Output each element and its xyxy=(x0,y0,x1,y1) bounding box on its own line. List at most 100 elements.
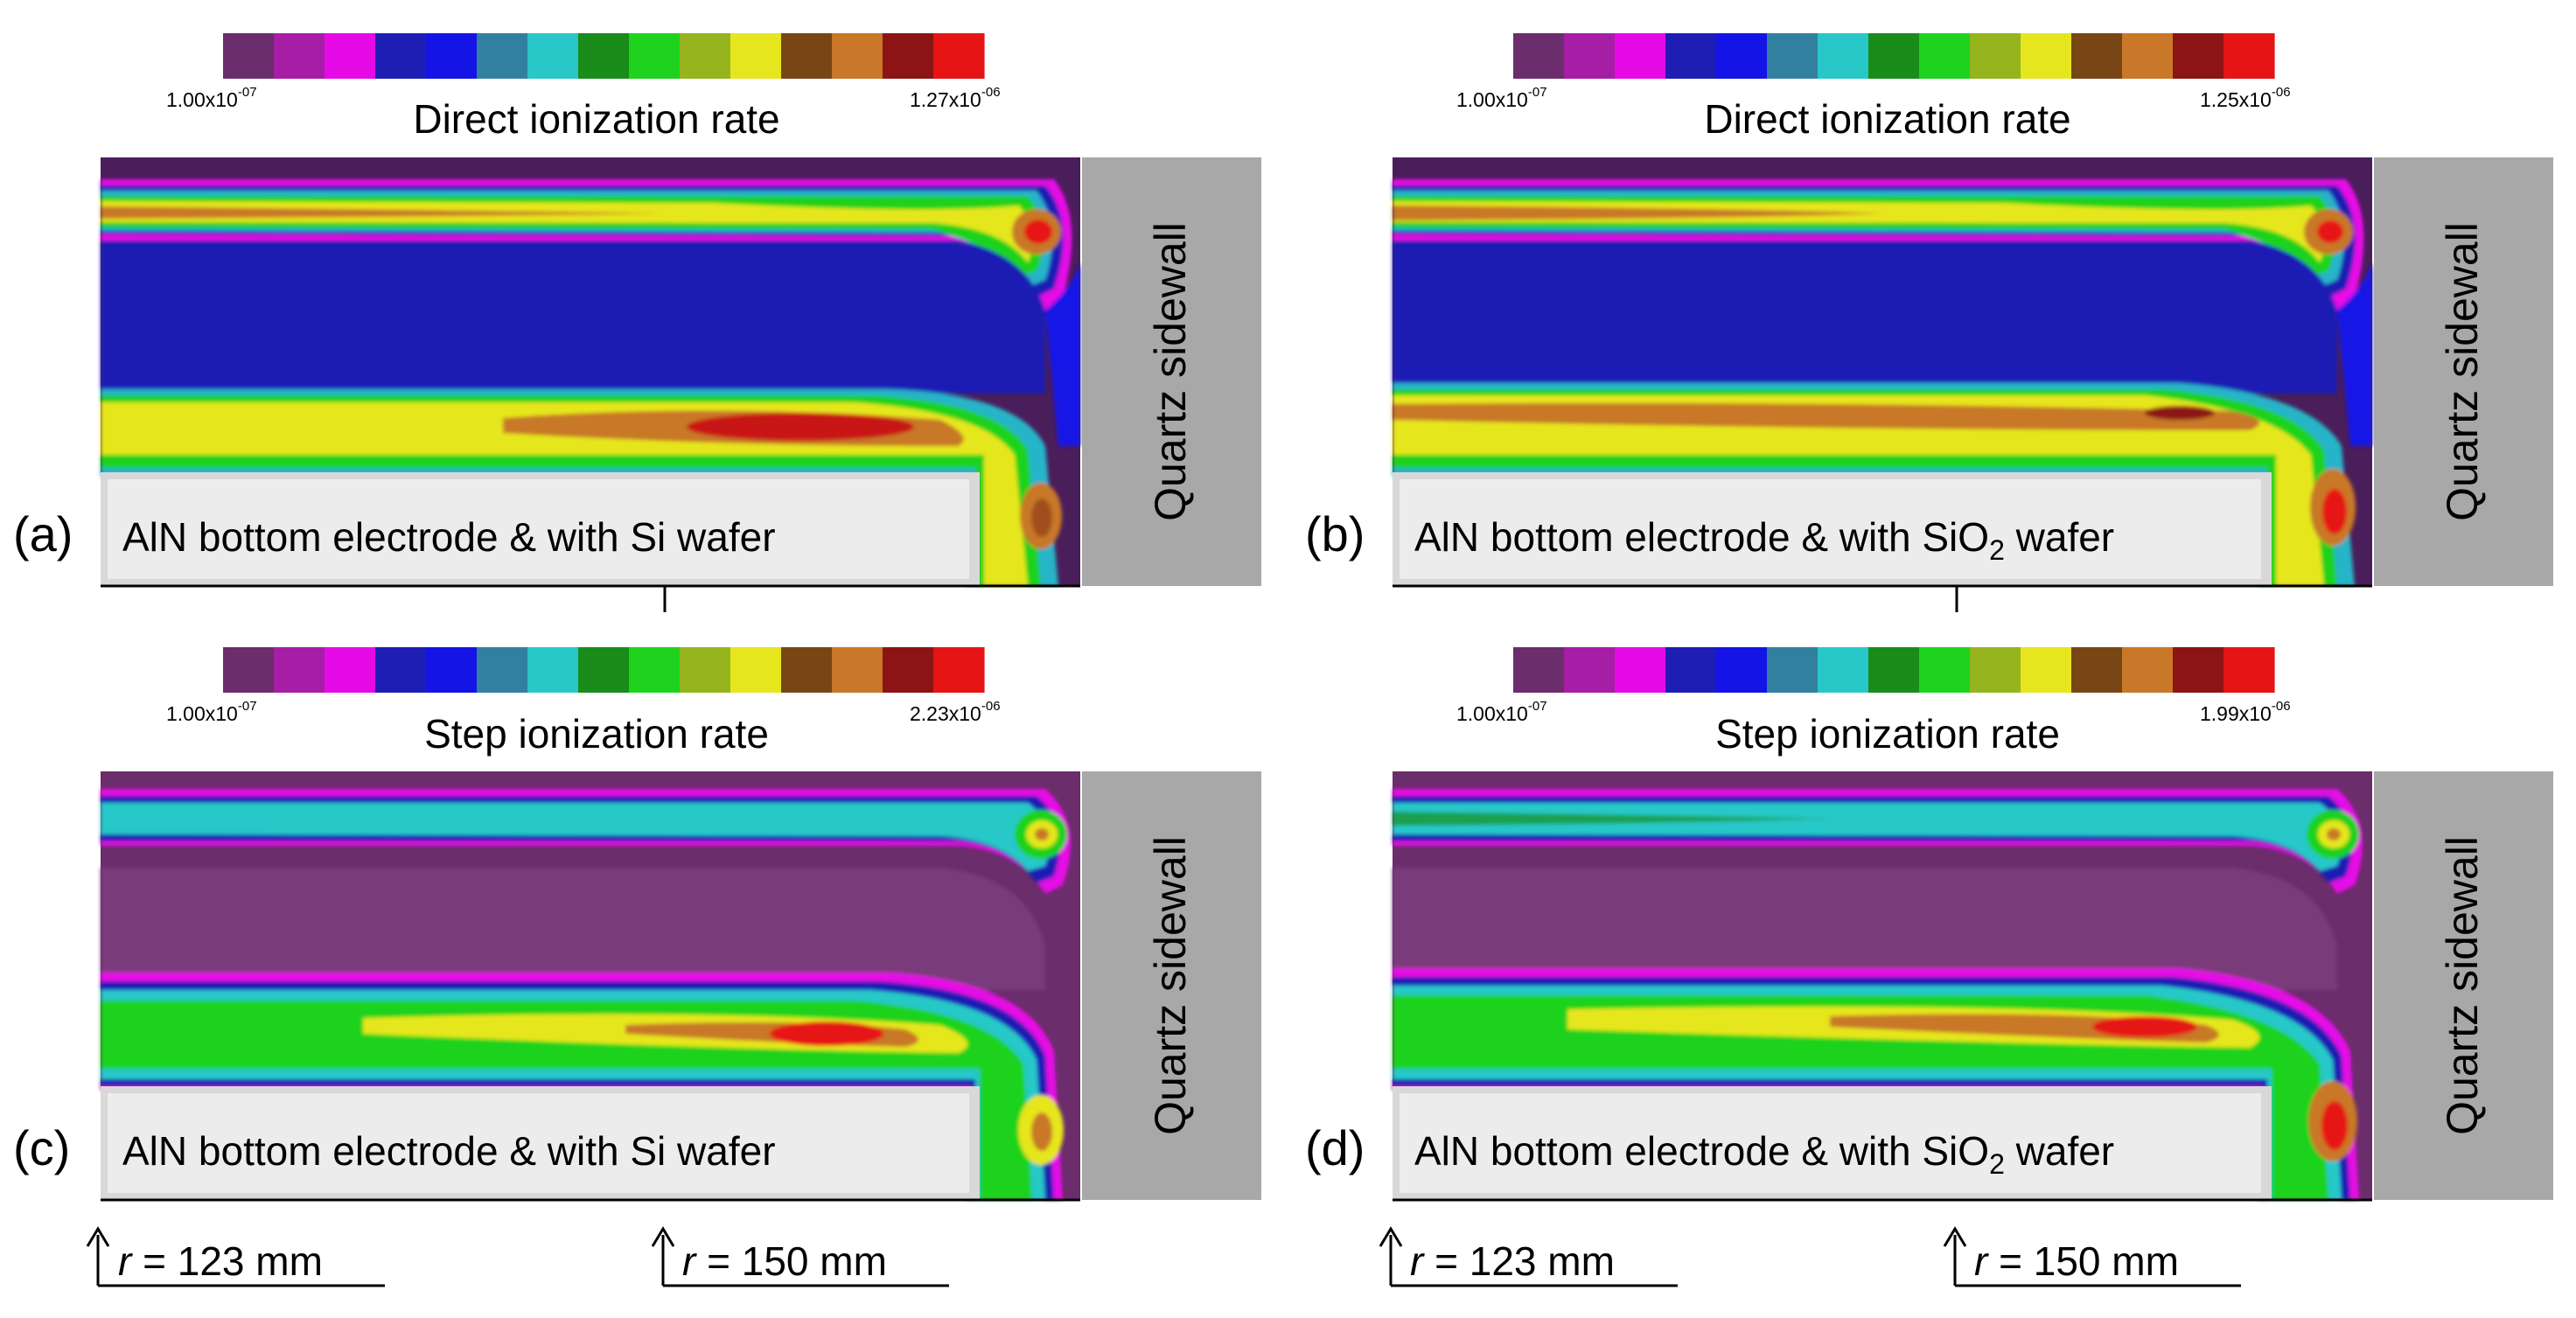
colorbar-swatch xyxy=(375,33,427,79)
colorbar-swatch xyxy=(477,647,528,693)
label-r-123-left: r = 123 mm xyxy=(118,1238,323,1284)
quartz-sidewall-label-a: Quartz sidewall xyxy=(1146,222,1195,521)
colorbar-min-label-d: 1.00x10-07 xyxy=(1456,699,1547,725)
colorbar-swatch xyxy=(730,647,782,693)
caption-a: AlN bottom electrode & with Si wafer xyxy=(122,514,776,560)
panel-c: 1.00x10-07 2.23x10-06 Step ionization ra… xyxy=(13,647,1261,1202)
colorbar-title-b: Direct ionization rate xyxy=(1704,96,2070,142)
colorbar-swatch xyxy=(2173,647,2224,693)
colorbar-swatch xyxy=(1818,33,1869,79)
panel-b: 1.00x10-07 1.25x10-06 Direct ionization … xyxy=(1305,33,2553,612)
colorbar-swatch xyxy=(1564,647,1616,693)
colorbar-swatch xyxy=(680,647,731,693)
panel-d: 1.00x10-07 1.99x10-06 Step ionization ra… xyxy=(1305,647,2553,1202)
colorbar-swatch xyxy=(1665,33,1717,79)
colorbar-title-d: Step ionization rate xyxy=(1715,711,2060,757)
colorbar-swatch xyxy=(325,647,376,693)
quartz-sidewall-label-b: Quartz sidewall xyxy=(2438,222,2487,521)
contour-plot-a xyxy=(101,157,1261,586)
colorbar-swatch xyxy=(578,647,630,693)
colorbar-swatch xyxy=(2021,647,2072,693)
colorbar-swatch xyxy=(629,647,681,693)
colorbar-swatch xyxy=(1868,33,1920,79)
caption-b: AlN bottom electrode & with SiO2 wafer xyxy=(1414,514,2114,566)
colorbar-d xyxy=(1513,647,2275,693)
colorbar-swatch xyxy=(1665,647,1717,693)
colorbar-swatch xyxy=(1818,647,1869,693)
panel-label-b: (b) xyxy=(1305,506,1365,561)
panel-a: 1.00x10-07 1.27x10-06 Direct ionization … xyxy=(13,33,1261,612)
quartz-sidewall-label-c: Quartz sidewall xyxy=(1146,836,1195,1135)
colorbar-swatch xyxy=(1615,33,1666,79)
contour-plot-b xyxy=(1393,157,2553,586)
colorbar-swatch xyxy=(223,647,275,693)
caption-d: AlN bottom electrode & with SiO2 wafer xyxy=(1414,1128,2114,1180)
colorbar-swatch xyxy=(832,33,883,79)
contour-plot-d xyxy=(1393,771,2553,1200)
colorbar-swatch xyxy=(1767,647,1819,693)
colorbar-swatch xyxy=(527,33,579,79)
colorbar-swatch xyxy=(781,33,833,79)
colorbar-swatch xyxy=(1615,647,1666,693)
quartz-sidewall-label-d: Quartz sidewall xyxy=(2438,836,2487,1135)
colorbar-swatch xyxy=(933,33,985,79)
colorbar-swatch xyxy=(1767,33,1819,79)
contour-plot-c xyxy=(101,771,1261,1200)
colorbar-swatch xyxy=(426,33,478,79)
colorbar-swatch xyxy=(1716,647,1768,693)
colorbar-swatch xyxy=(2122,33,2174,79)
colorbar-min-label-c: 1.00x10-07 xyxy=(166,699,257,725)
colorbar-swatch xyxy=(274,647,325,693)
colorbar-swatch xyxy=(1919,647,1971,693)
colorbar-title-c: Step ionization rate xyxy=(424,711,769,757)
radius-annotations-right: r = 123 mm r = 150 mm xyxy=(1379,1226,2241,1287)
colorbar-b xyxy=(1513,33,2275,79)
colorbar-swatch xyxy=(426,647,478,693)
colorbar-swatch xyxy=(2173,33,2224,79)
colorbar-swatch xyxy=(1919,33,1971,79)
panel-label-c: (c) xyxy=(13,1120,70,1175)
label-r-123-right: r = 123 mm xyxy=(1410,1238,1615,1284)
colorbar-max-label-a: 1.27x10-06 xyxy=(910,85,1001,111)
colorbar-swatch xyxy=(883,647,934,693)
colorbar-swatch xyxy=(223,33,275,79)
colorbar-swatch xyxy=(274,33,325,79)
colorbar-swatch xyxy=(1513,33,1565,79)
colorbar-swatch xyxy=(2071,647,2123,693)
colorbar-swatch xyxy=(325,33,376,79)
panel-label-a: (a) xyxy=(13,506,73,561)
colorbar-swatch xyxy=(1716,33,1768,79)
caption-c: AlN bottom electrode & with Si wafer xyxy=(122,1128,776,1174)
colorbar-max-label-c: 2.23x10-06 xyxy=(910,699,1001,725)
colorbar-swatch xyxy=(680,33,731,79)
colorbar-swatch xyxy=(2021,33,2072,79)
colorbar-swatch xyxy=(1970,33,2021,79)
colorbar-min-label-a: 1.00x10-07 xyxy=(166,85,257,111)
colorbar-swatch xyxy=(781,647,833,693)
label-r-150-right: r = 150 mm xyxy=(1974,1238,2179,1284)
colorbar-swatch xyxy=(375,647,427,693)
colorbar-swatch xyxy=(933,647,985,693)
colorbar-swatch xyxy=(2223,647,2275,693)
colorbar-title-a: Direct ionization rate xyxy=(413,96,779,142)
colorbar-swatch xyxy=(629,33,681,79)
colorbar-swatch xyxy=(1564,33,1616,79)
colorbar-swatch xyxy=(1513,647,1565,693)
colorbar-min-label-b: 1.00x10-07 xyxy=(1456,85,1547,111)
colorbar-swatch xyxy=(832,647,883,693)
colorbar-swatch xyxy=(1868,647,1920,693)
label-r-150-left: r = 150 mm xyxy=(682,1238,887,1284)
radius-annotations-left: r = 123 mm r = 150 mm xyxy=(86,1226,949,1287)
colorbar-swatch xyxy=(477,33,528,79)
panel-label-d: (d) xyxy=(1305,1120,1365,1175)
colorbar-swatch xyxy=(578,33,630,79)
colorbar-swatch xyxy=(2122,647,2174,693)
colorbar-a xyxy=(223,33,985,79)
colorbar-c xyxy=(223,647,985,693)
colorbar-swatch xyxy=(1970,647,2021,693)
colorbar-swatch xyxy=(883,33,934,79)
colorbar-swatch xyxy=(2071,33,2123,79)
colorbar-swatch xyxy=(2223,33,2275,79)
colorbar-max-label-b: 1.25x10-06 xyxy=(2200,85,2291,111)
